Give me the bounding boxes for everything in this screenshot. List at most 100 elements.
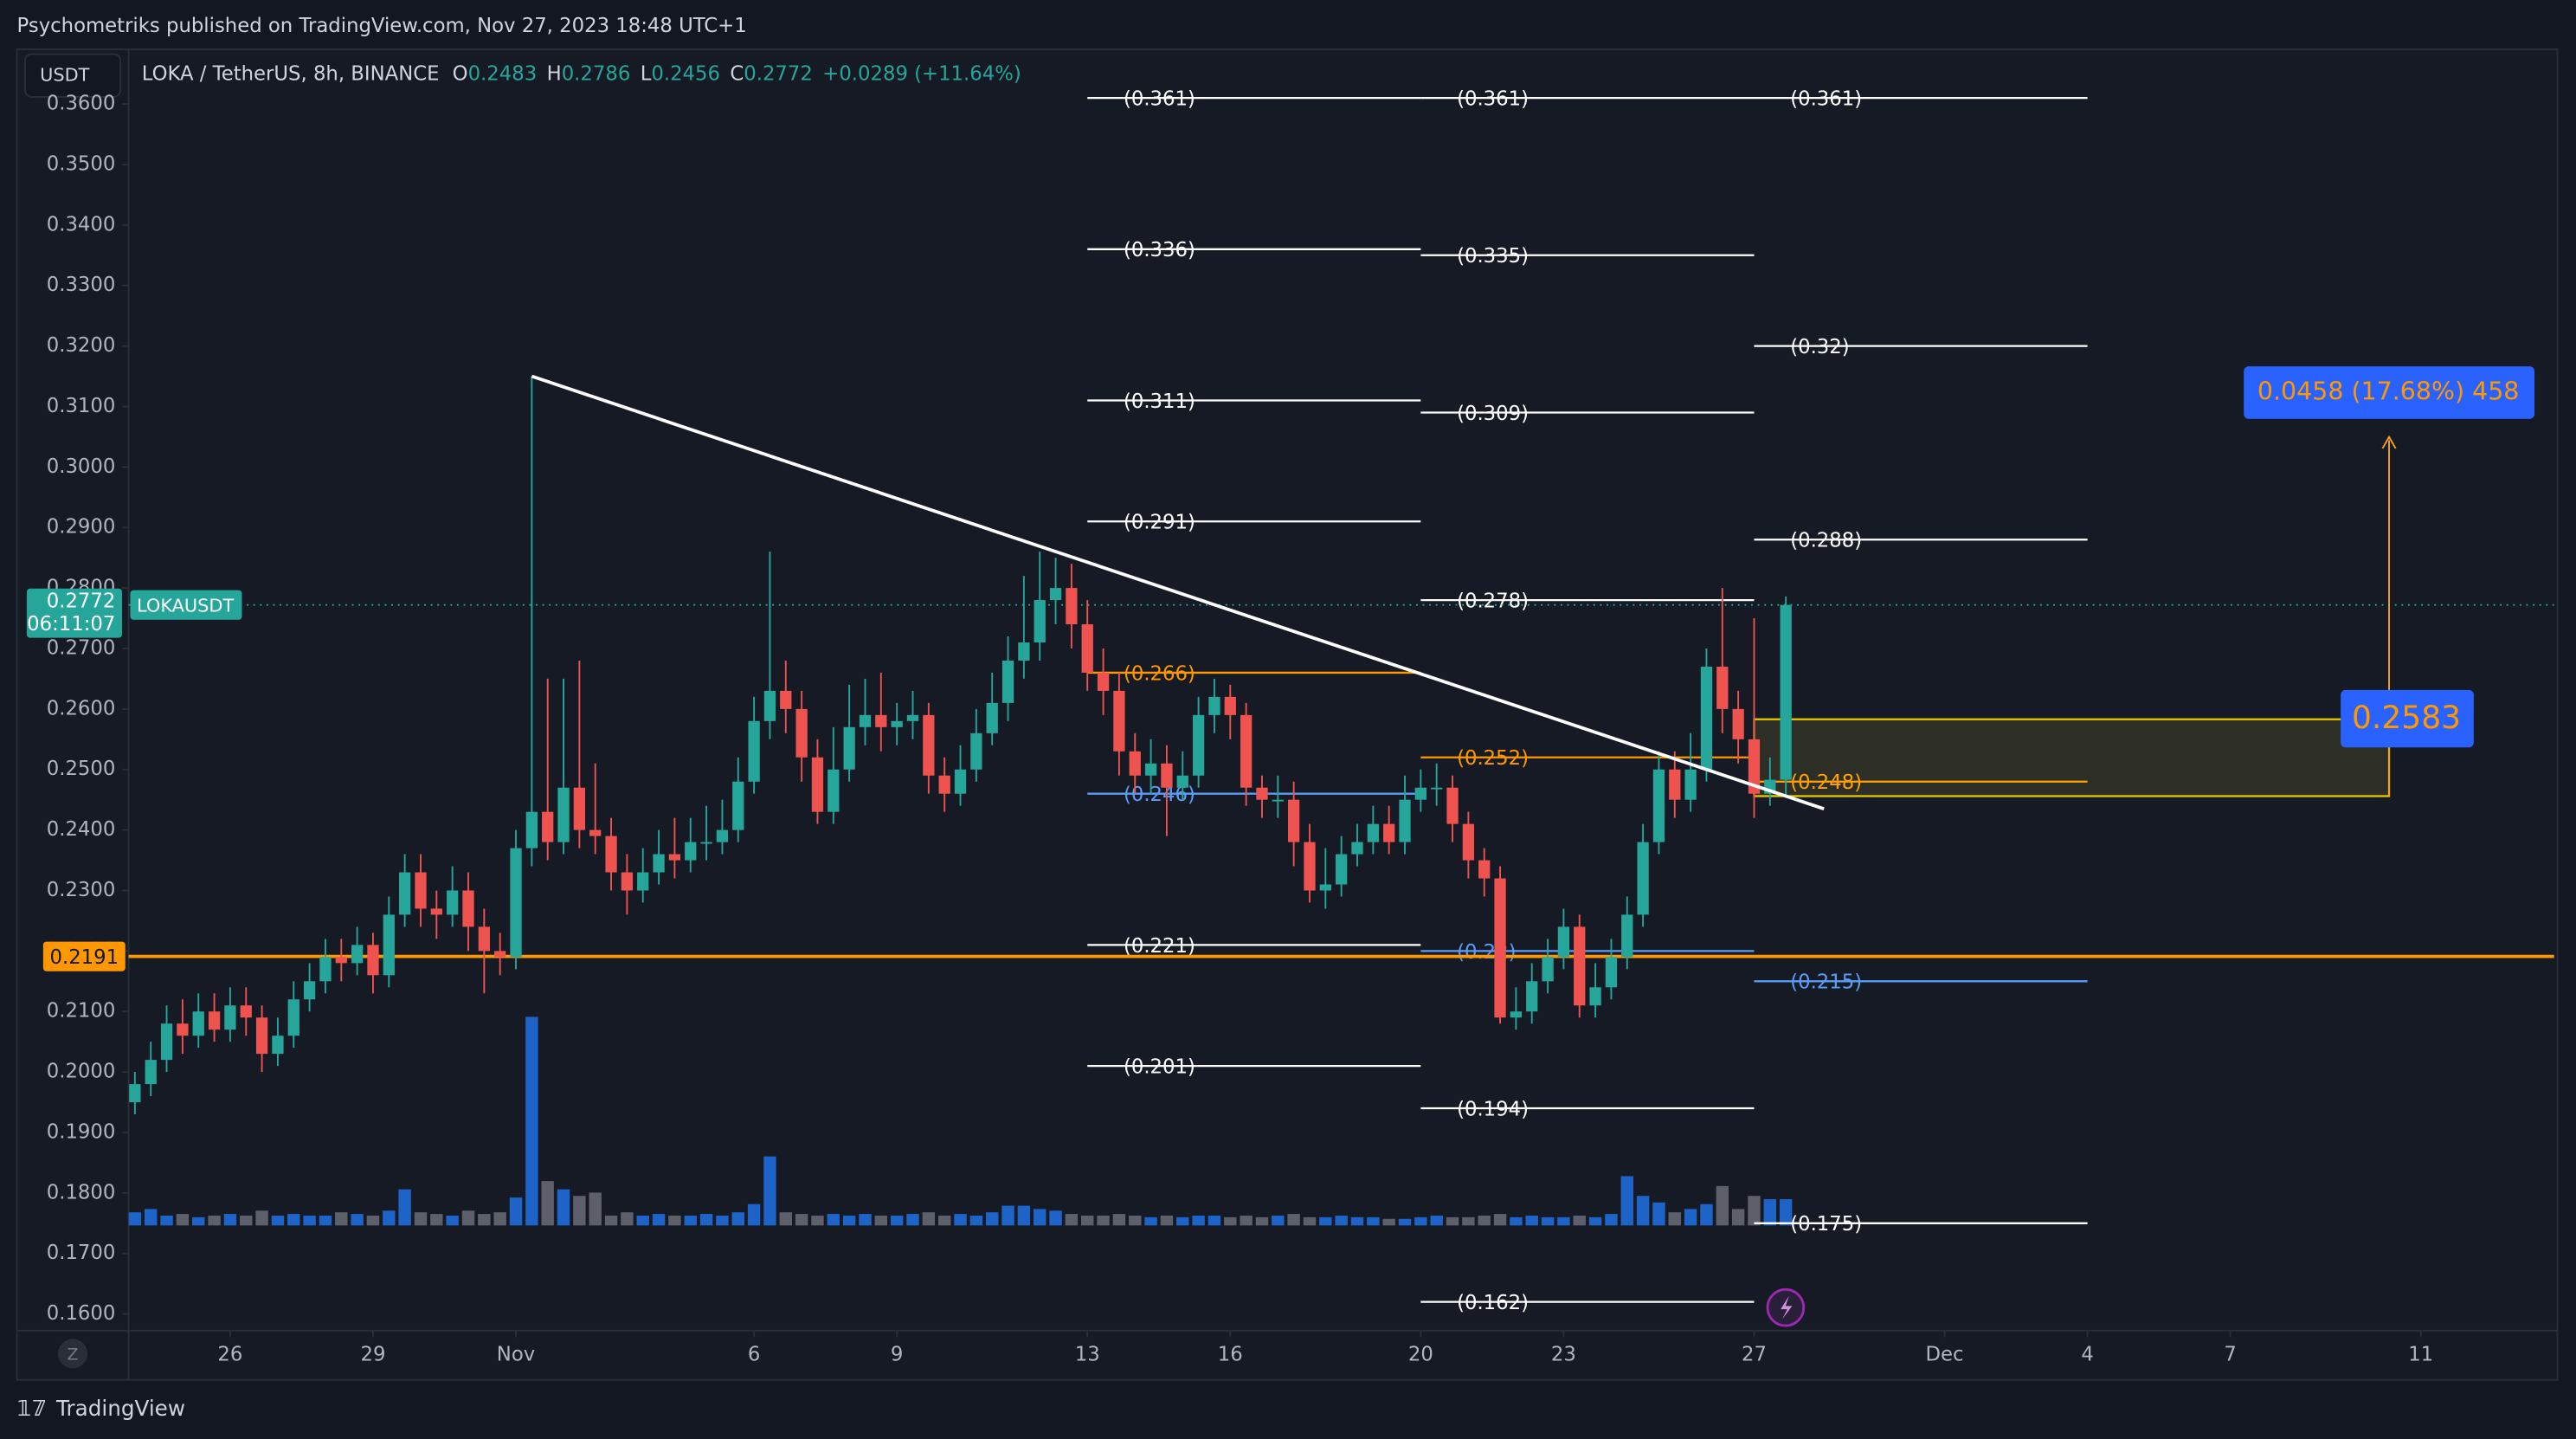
volume-bar bbox=[1144, 1216, 1157, 1226]
volume-bar bbox=[1208, 1215, 1221, 1226]
candle-body bbox=[811, 757, 824, 812]
candle-body bbox=[1557, 926, 1570, 958]
volume-bar bbox=[779, 1212, 792, 1226]
zoom-button[interactable] bbox=[57, 1339, 88, 1369]
candle-body bbox=[1144, 763, 1157, 776]
volume-bar bbox=[1731, 1209, 1745, 1226]
candle-body bbox=[398, 872, 411, 915]
y-tick-label: 0.2900 bbox=[47, 516, 116, 539]
volume-bar bbox=[1224, 1216, 1237, 1226]
volume-bar bbox=[1112, 1214, 1126, 1226]
candle-body bbox=[1732, 708, 1744, 739]
volume-bar bbox=[1350, 1216, 1364, 1226]
fib-label: (0.221) bbox=[1124, 935, 1195, 958]
y-tick-label: 0.3000 bbox=[47, 455, 116, 478]
candle-body bbox=[208, 1011, 221, 1030]
y-tick-label: 0.3300 bbox=[47, 274, 116, 296]
volume-bar bbox=[890, 1215, 904, 1226]
candle-body bbox=[1319, 884, 1331, 891]
x-tick-label: 16 bbox=[1218, 1344, 1243, 1366]
volume-bar bbox=[1430, 1215, 1443, 1226]
volume-bar bbox=[842, 1215, 856, 1226]
candle-body bbox=[478, 926, 490, 952]
candle-body bbox=[875, 714, 887, 727]
candle-body bbox=[1081, 624, 1093, 673]
candle-body bbox=[1367, 823, 1379, 842]
zoom-label: Z bbox=[68, 1345, 79, 1365]
candle-body bbox=[160, 1023, 173, 1061]
volume-bar bbox=[541, 1181, 554, 1226]
volume-bar bbox=[1065, 1214, 1079, 1226]
volume-bar bbox=[731, 1212, 744, 1226]
volume-bar bbox=[1255, 1216, 1269, 1226]
volume-bar bbox=[1605, 1214, 1618, 1226]
last-price-label: 0.2772 bbox=[47, 590, 116, 612]
volume-bar bbox=[287, 1214, 300, 1226]
candle-body bbox=[525, 811, 538, 849]
volume-bar bbox=[1525, 1215, 1538, 1226]
fib-label: (0.201) bbox=[1124, 1056, 1195, 1079]
candle-body bbox=[1669, 769, 1681, 800]
volume-bar bbox=[446, 1215, 459, 1226]
candle-body bbox=[272, 1036, 284, 1055]
volume-bar bbox=[1557, 1216, 1570, 1226]
volume-bar bbox=[1763, 1199, 1777, 1226]
volume-bar bbox=[1779, 1199, 1793, 1226]
legend-value: 0.2772 bbox=[744, 62, 813, 85]
candle-body bbox=[1399, 799, 1411, 842]
countdown: 06:11:07 bbox=[27, 613, 115, 636]
volume-bar bbox=[128, 1212, 142, 1226]
volume-bar bbox=[430, 1214, 443, 1226]
candle-body bbox=[240, 1005, 252, 1018]
volume-bar bbox=[1748, 1196, 1761, 1226]
volume-bar bbox=[621, 1212, 634, 1226]
volume-bar bbox=[144, 1209, 158, 1226]
volume-bar bbox=[684, 1215, 697, 1226]
currency-button[interactable] bbox=[24, 53, 121, 98]
volume-bar bbox=[604, 1215, 618, 1226]
y-tick-label: 0.2700 bbox=[47, 636, 116, 659]
volume-bar bbox=[1382, 1218, 1395, 1226]
x-tick-label: 7 bbox=[2224, 1344, 2236, 1366]
candle-body bbox=[1621, 914, 1633, 958]
hline-axis-tag bbox=[42, 941, 126, 971]
legend-symbol: LOKA / TetherUS, 8h, BINANCE bbox=[142, 62, 440, 85]
candle-body bbox=[383, 914, 395, 976]
candle-body bbox=[1510, 1011, 1523, 1018]
volume-bar bbox=[1081, 1215, 1094, 1226]
candle-body bbox=[970, 732, 982, 770]
candle-body bbox=[1129, 751, 1141, 776]
volume-bar bbox=[747, 1203, 761, 1226]
measure-value: 0.2583 bbox=[2352, 700, 2461, 736]
y-tick-label: 0.1700 bbox=[47, 1242, 116, 1264]
y-tick-label: 0.3400 bbox=[47, 213, 116, 236]
y-tick-label: 0.3100 bbox=[47, 395, 116, 417]
candle-body bbox=[923, 714, 935, 776]
candle-body bbox=[1605, 957, 1618, 988]
volume-bar bbox=[636, 1215, 649, 1226]
brand: 𝟙𝟟 TradingView bbox=[17, 1396, 186, 1421]
fib-label: (0.336) bbox=[1124, 239, 1195, 261]
volume-bar bbox=[478, 1214, 491, 1226]
volume-bar bbox=[954, 1214, 967, 1226]
candle-body bbox=[447, 890, 459, 915]
volume-bar bbox=[1335, 1215, 1348, 1226]
hline-axis-label: 0.2191 bbox=[50, 946, 119, 969]
volume-bar bbox=[383, 1210, 396, 1226]
volume-bar bbox=[699, 1214, 713, 1226]
candle-body bbox=[1240, 714, 1253, 788]
publisher-line: Psychometriks published on TradingView.c… bbox=[17, 15, 747, 37]
volume-bar bbox=[1001, 1205, 1014, 1226]
x-tick-label: Dec bbox=[1926, 1344, 1964, 1366]
candle-body bbox=[1589, 987, 1601, 1006]
volume-bar bbox=[525, 1016, 538, 1226]
volume-bar bbox=[255, 1210, 268, 1226]
legend-key: H bbox=[547, 62, 562, 85]
volume-bar bbox=[303, 1215, 316, 1226]
candle-body bbox=[367, 945, 379, 976]
candle-body bbox=[637, 872, 649, 891]
symbol-tag bbox=[130, 590, 242, 620]
candle-body bbox=[1018, 642, 1030, 661]
candle-body bbox=[1494, 878, 1506, 1018]
volume-bar bbox=[1493, 1214, 1507, 1226]
